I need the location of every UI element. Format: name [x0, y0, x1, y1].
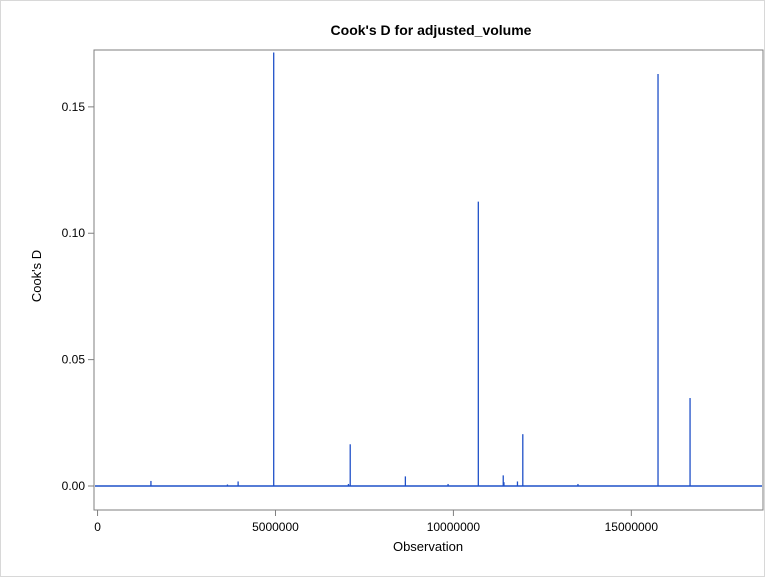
y-tick-label: 0.00: [62, 479, 86, 493]
chart-title: Cook's D for adjusted_volume: [331, 22, 532, 38]
y-axis-label: Cook's D: [29, 250, 44, 302]
plot-area: [93, 49, 764, 511]
x-tick-label: 5000000: [252, 520, 299, 534]
x-tick-label: 15000000: [605, 520, 659, 534]
x-axis-label: Observation: [393, 539, 463, 554]
y-tick-label: 0.10: [62, 226, 86, 240]
y-tick-label: 0.15: [62, 100, 86, 114]
y-tick-label: 0.05: [62, 353, 86, 367]
x-axis: 0 5000000 10000000 15000000: [94, 510, 658, 534]
y-axis: 0.00 0.05 0.10 0.15: [62, 100, 94, 493]
x-tick-label: 10000000: [427, 520, 481, 534]
x-tick-label: 0: [94, 520, 101, 534]
cooks-d-needles: [150, 52, 691, 486]
